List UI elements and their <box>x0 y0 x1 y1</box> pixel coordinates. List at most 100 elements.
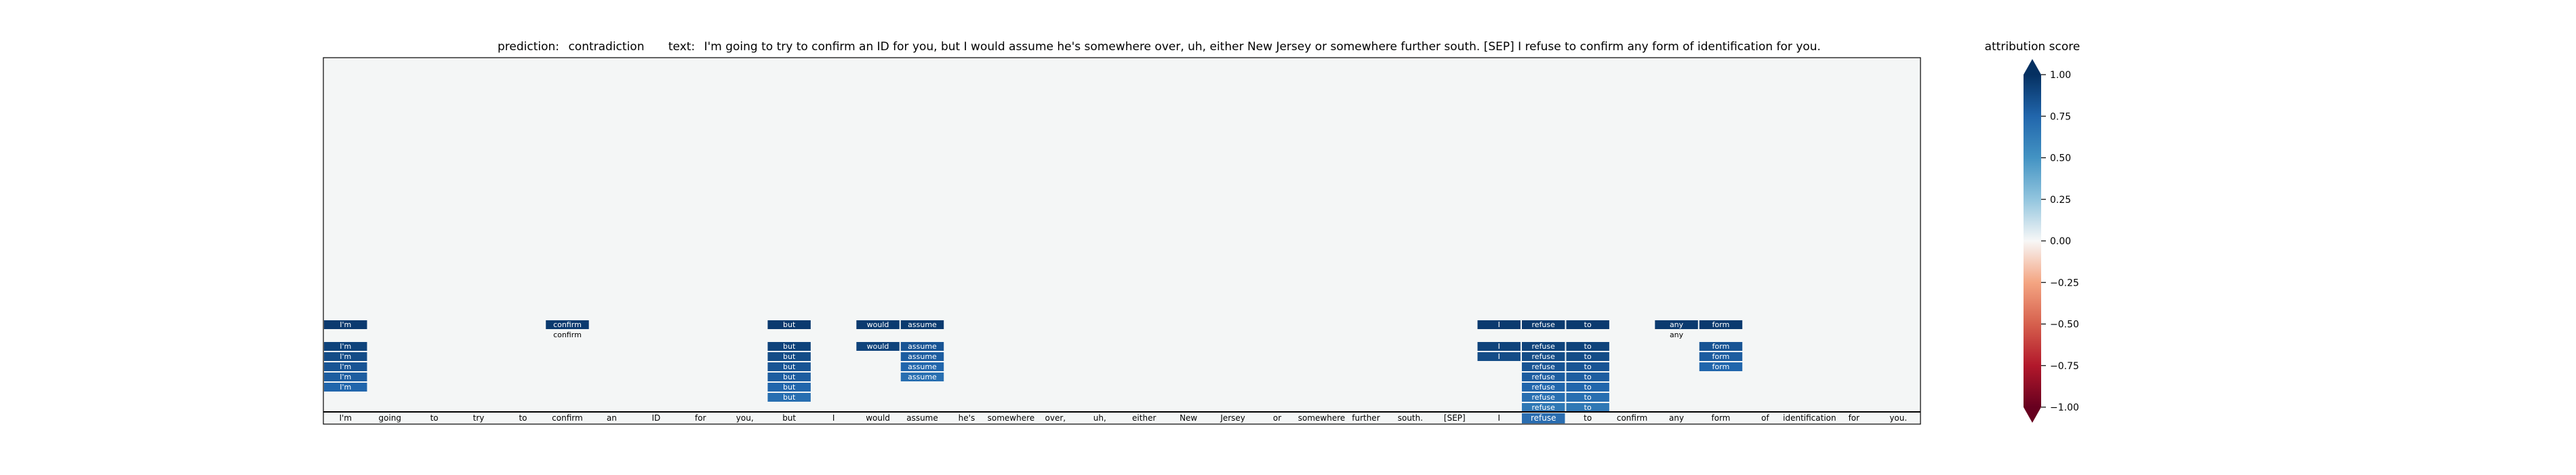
attribution-cell <box>767 373 811 381</box>
attribution-cell <box>900 342 944 351</box>
attribution-cell-label: assume <box>908 352 937 361</box>
attribution-cell-label: form <box>1712 352 1730 361</box>
attribution-cell <box>1655 320 1698 329</box>
token-label: somewhere <box>1298 413 1346 423</box>
token-label: over, <box>1045 413 1066 423</box>
colorbar-top-extend <box>2024 59 2041 75</box>
attribution-cell-label: assume <box>908 373 937 381</box>
token-label: I <box>1498 413 1501 423</box>
attribution-cell-label: to <box>1584 362 1592 371</box>
attribution-cell-label: would <box>867 342 889 351</box>
attribution-cell <box>856 342 900 351</box>
colorbar-tick-label: 0.50 <box>2050 153 2071 164</box>
attribution-cell-label: but <box>783 362 796 371</box>
token-label: I'm <box>339 413 352 423</box>
attribution-cell-label: refuse <box>1532 393 1556 402</box>
attribution-cell-label: I'm <box>340 373 351 381</box>
attribution-cell <box>1477 352 1521 361</box>
token-label: ID <box>651 413 660 423</box>
attribution-cell <box>1522 403 1565 412</box>
token-label: form <box>1712 413 1731 423</box>
attribution-cell-label: to <box>1584 393 1592 402</box>
token-label: to <box>519 413 527 423</box>
attribution-cell <box>546 320 589 329</box>
prediction-value: contradiction <box>568 40 644 54</box>
attribution-cell <box>767 352 811 361</box>
attribution-cell-label: to <box>1584 403 1592 412</box>
colorbar-tick-label: −0.50 <box>2050 320 2079 330</box>
colorbar-label: attribution score <box>1985 40 2080 54</box>
attribution-cell <box>1566 373 1609 381</box>
attribution-cell-label: refuse <box>1532 320 1556 329</box>
attribution-cell <box>1566 403 1609 412</box>
attribution-cell-label: assume <box>908 362 937 371</box>
attribution-cell-label: assume <box>908 342 937 351</box>
attribution-cell <box>1566 362 1609 371</box>
text-label: text: <box>668 40 695 54</box>
attribution-cell-label: but <box>783 320 796 329</box>
attribution-cell-label: form <box>1712 342 1730 351</box>
token-label: you. <box>1889 413 1907 423</box>
attribution-cell-label: refuse <box>1532 342 1556 351</box>
attribution-cell-label: refuse <box>1532 403 1556 412</box>
attribution-cell-label: confirm <box>553 320 582 329</box>
token-label: either <box>1132 413 1156 423</box>
token-label: going <box>378 413 401 423</box>
token-label: confirm <box>1617 413 1648 423</box>
attribution-cell <box>900 362 944 371</box>
attribution-cell-label: any <box>1670 330 1684 339</box>
token-label: somewhere <box>988 413 1035 423</box>
attribution-cell <box>1699 352 1743 361</box>
colorbar-bottom-extend <box>2024 407 2041 423</box>
attribution-cell <box>1522 393 1565 402</box>
token-label: for <box>695 413 706 423</box>
token-label: I <box>832 413 835 423</box>
attribution-cell <box>767 393 811 402</box>
attribution-cell-label: confirm <box>553 330 582 339</box>
token-label: [SEP] <box>1444 413 1466 423</box>
attribution-cell <box>1566 383 1609 392</box>
token-label: or <box>1273 413 1281 423</box>
attribution-cell <box>767 362 811 371</box>
attribution-cell-label: any <box>1670 320 1684 329</box>
token-label: to <box>430 413 439 423</box>
attribution-cell <box>324 383 367 392</box>
attribution-cell <box>1522 362 1565 371</box>
attribution-cell <box>1522 383 1565 392</box>
token-label: any <box>1669 413 1684 423</box>
attribution-cell <box>900 352 944 361</box>
token-label: to <box>1584 413 1592 423</box>
attribution-cell <box>767 383 811 392</box>
attribution-cell-label: I <box>1498 342 1500 351</box>
colorbar-tick-label: 0.75 <box>2050 111 2071 122</box>
attribution-cell-label: to <box>1584 342 1592 351</box>
token-highlight <box>1522 413 1565 423</box>
attribution-cell-label: I'm <box>340 320 351 329</box>
attribution-cell <box>1522 342 1565 351</box>
token-label: of <box>1761 413 1769 423</box>
token-label: assume <box>906 413 938 423</box>
attribution-cell <box>1522 373 1565 381</box>
attribution-cell <box>1566 393 1609 402</box>
attribution-cell <box>1566 342 1609 351</box>
attribution-cell-label: to <box>1584 373 1592 381</box>
attribution-cell-label: but <box>783 342 796 351</box>
attribution-cell-label: but <box>783 352 796 361</box>
token-label: for <box>1849 413 1860 423</box>
attribution-cell <box>1522 352 1565 361</box>
token-label: an <box>607 413 617 423</box>
attribution-cell <box>767 342 811 351</box>
chart-title: prediction: contradiction text: I'm goin… <box>498 40 1821 54</box>
attribution-cell-label: to <box>1584 383 1592 392</box>
token-label: you, <box>736 413 754 423</box>
attribution-cell-label: to <box>1584 320 1592 329</box>
colorbar-tick-label: 0.00 <box>2050 236 2071 247</box>
token-label: he's <box>959 413 975 423</box>
colorbar <box>2024 75 2041 407</box>
token-label: refuse <box>1531 413 1556 423</box>
attribution-cell-label: assume <box>908 320 937 329</box>
attribution-cell <box>900 373 944 381</box>
